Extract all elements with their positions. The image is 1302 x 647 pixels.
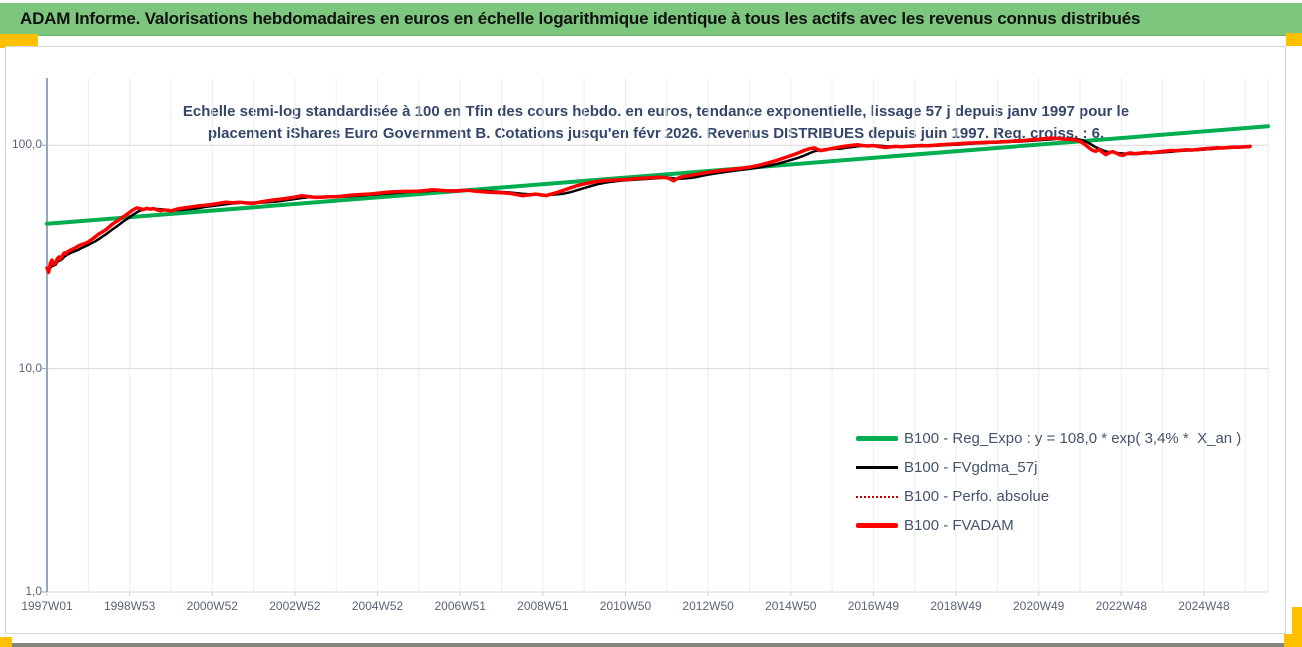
yellow-accent-top-left	[0, 34, 38, 48]
x-axis-label: 2002W52	[269, 599, 321, 613]
x-axis-label: 2022W48	[1095, 599, 1147, 613]
legend-line-sample	[856, 466, 898, 469]
legend-label: B100 - Reg_Expo : y = 108,0 * exp( 3,4% …	[904, 430, 1242, 447]
legend-line-sample	[856, 436, 898, 441]
x-axis-label: 2004W52	[351, 599, 404, 613]
chart-legend[interactable]: B100 - Reg_Expo : y = 108,0 * exp( 3,4% …	[856, 424, 1241, 540]
x-axis-label: 2012W50	[682, 599, 734, 613]
legend-label: B100 - FVADAM	[904, 517, 1014, 534]
x-axis-label: 2020W49	[1012, 599, 1065, 613]
yellow-accent-right-edge	[1292, 607, 1302, 647]
legend-entry[interactable]: B100 - FVADAM	[856, 511, 1241, 540]
yellow-accent-top-right	[1286, 33, 1302, 46]
y-axis-label: 10,0	[18, 360, 42, 375]
legend-entry[interactable]: B100 - FVgdma_57j	[856, 453, 1241, 482]
y-axis-label: 100,0	[11, 137, 42, 152]
x-axis-label: 2024W48	[1178, 599, 1230, 613]
legend-label: B100 - Perfo. absolue	[904, 488, 1050, 505]
x-axis-label: 2000W52	[186, 599, 238, 613]
x-axis-label: 2018W49	[930, 599, 982, 613]
x-axis-label: 2006W51	[434, 599, 486, 613]
chart-subtitle-line1: Echelle semi-log standardisée à 100 en T…	[182, 103, 1130, 120]
yellow-accent-bottom-left	[0, 637, 12, 647]
x-axis-label: 1998W53	[103, 599, 156, 613]
bottom-gray-bar	[0, 643, 1302, 647]
x-axis-label: 2014W50	[765, 599, 817, 613]
sheet-title: ADAM Informe. Valorisations hebdomadaire…	[20, 9, 1141, 28]
legend-line-sample	[856, 495, 898, 498]
x-axis-label: 2016W49	[847, 599, 900, 613]
chart-subtitle-line2: placement iShares Euro Government B. Cot…	[207, 125, 1105, 142]
legend-line-sample	[856, 523, 898, 528]
legend-entry[interactable]: B100 - Perfo. absolue	[856, 482, 1241, 511]
x-axis-label: 2010W50	[599, 599, 652, 613]
yellow-accent-bottom-right	[1284, 634, 1302, 647]
chart-frame[interactable]: Echelle semi-log standardisée à 100 en T…	[5, 46, 1286, 634]
sheet-title-bar: ADAM Informe. Valorisations hebdomadaire…	[0, 2, 1302, 36]
x-axis-label: 2008W51	[517, 599, 569, 613]
chart-subtitle: Echelle semi-log standardisée à 100 en T…	[66, 101, 1246, 145]
legend-label: B100 - FVgdma_57j	[904, 459, 1038, 476]
x-axis-label: 1997W01	[21, 599, 73, 613]
y-axis-label: 1,0	[25, 584, 42, 598]
legend-entry[interactable]: B100 - Reg_Expo : y = 108,0 * exp( 3,4% …	[856, 424, 1241, 453]
